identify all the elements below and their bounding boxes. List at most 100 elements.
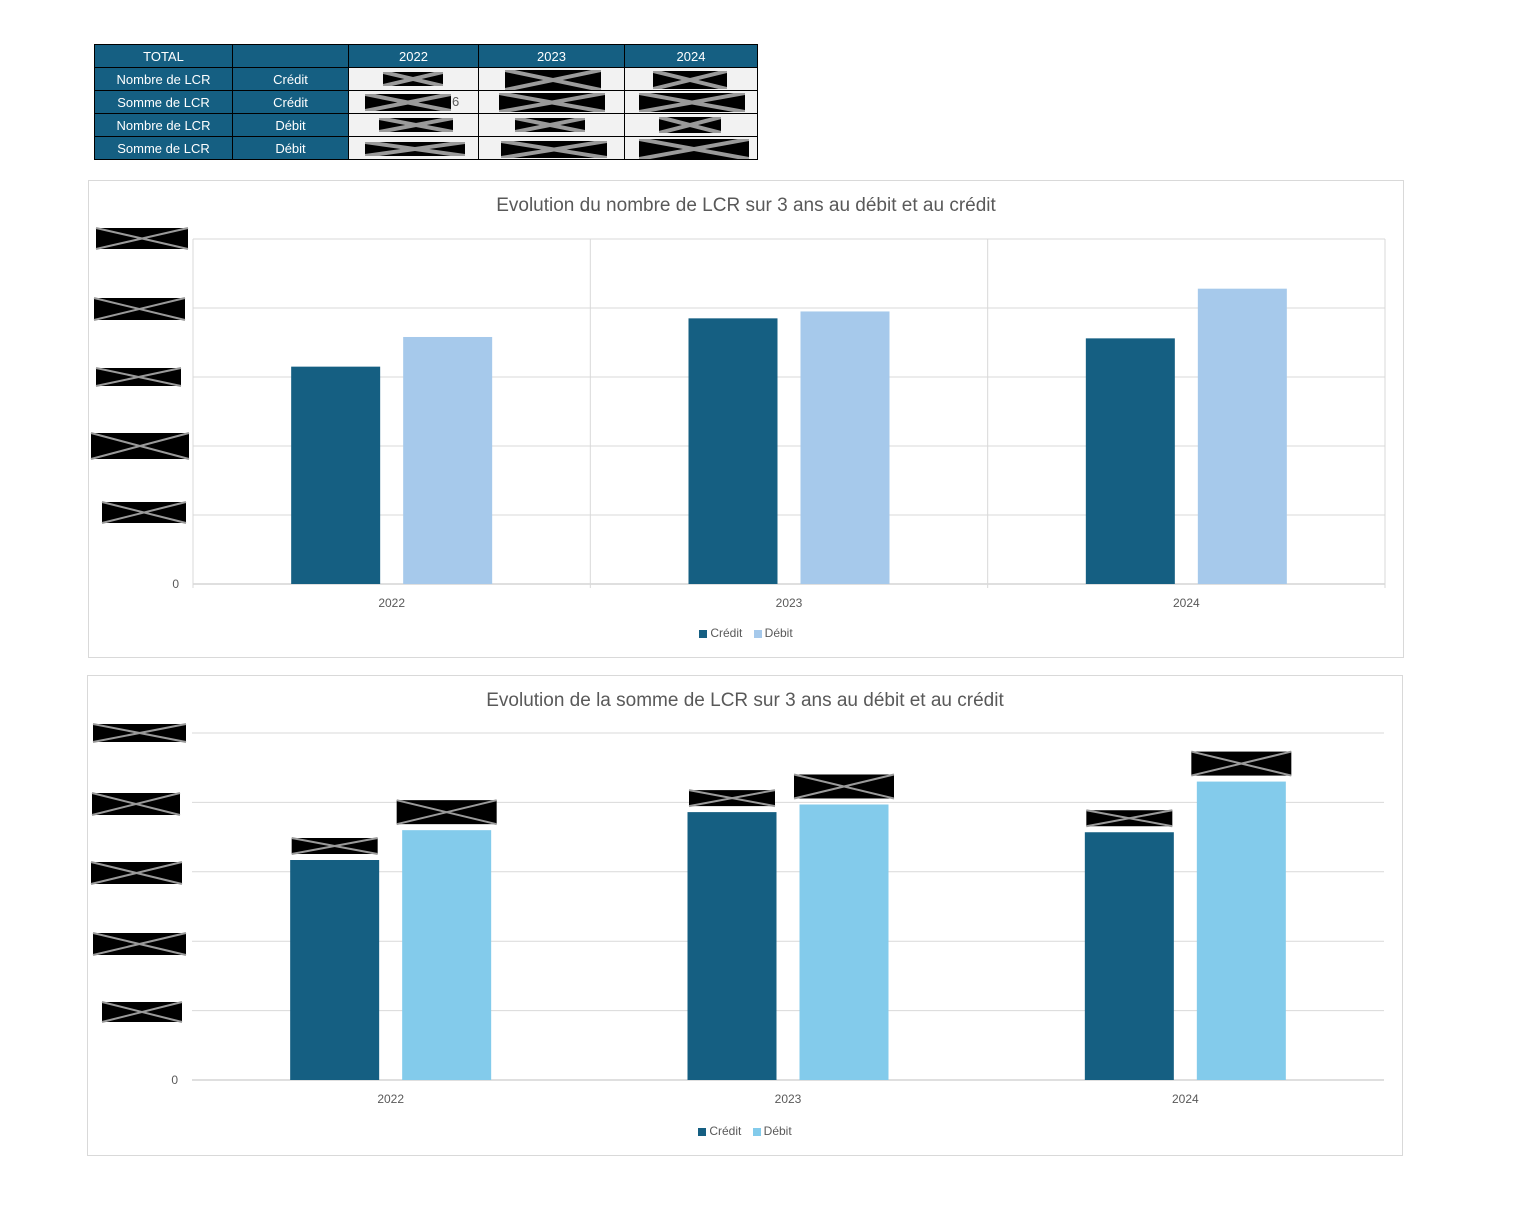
legend-swatch [753, 629, 762, 638]
x-tick-label: 2022 [378, 596, 405, 610]
redaction-cross [291, 837, 378, 855]
chart-plot: 0 2022 2023 2024 [90, 227, 1386, 610]
row-label: Nombre de LCR [94, 67, 233, 91]
redaction-cross [653, 71, 727, 89]
legend-item-credit: Crédit [698, 1124, 741, 1138]
legend-swatch [698, 1127, 707, 1136]
redaction-cross [659, 117, 721, 133]
table-cell-redacted [478, 90, 625, 114]
table-cell-redacted [478, 113, 625, 137]
data-label-redacted [396, 799, 497, 826]
chart-sum: Evolution de la somme de LCR sur 3 ans a… [87, 675, 1403, 1156]
x-tick-label: 2023 [775, 1092, 802, 1106]
redaction-cross [505, 70, 601, 90]
bar-debit-2024 [1197, 288, 1287, 584]
table-cell-redacted [624, 90, 758, 114]
row-label: Somme de LCR [94, 90, 233, 114]
y-tick-label-redacted [90, 432, 190, 460]
header-2024: 2024 [624, 44, 758, 68]
table-row: Somme de LCR Débit [94, 136, 758, 160]
y-tick-label-redacted [91, 792, 181, 816]
legend-label: Débit [764, 626, 793, 640]
y-tick-label-redacted [90, 861, 183, 885]
redaction-cross [90, 861, 183, 885]
redaction-cross [383, 72, 443, 86]
chart-title: Evolution de la somme de LCR sur 3 ans a… [486, 690, 1004, 711]
redaction-cross [101, 501, 187, 524]
redaction-cross [396, 799, 497, 826]
x-tick-label: 2022 [377, 1092, 404, 1106]
redaction-cross [92, 932, 187, 956]
y-tick-label: 0 [171, 1073, 178, 1087]
table-cell-redacted [348, 113, 479, 137]
redaction-cross [1191, 750, 1292, 777]
redaction-box [383, 72, 443, 86]
redaction-box [379, 118, 453, 132]
table-cell-redacted [478, 67, 625, 91]
row-type: Débit [232, 113, 349, 137]
bar-debit-2023 [799, 804, 889, 1080]
row-label: Nombre de LCR [94, 113, 233, 137]
y-tick-label-redacted [92, 723, 187, 743]
data-label-redacted [1191, 750, 1292, 777]
redaction-cross [379, 118, 453, 132]
y-tick-label-redacted [92, 932, 187, 956]
redaction-box [499, 93, 605, 112]
redaction-cross [93, 297, 186, 321]
data-label-redacted [688, 789, 776, 808]
redaction-box [501, 141, 607, 158]
redaction-cross [95, 227, 189, 250]
table-row: Nombre de LCR Crédit [94, 67, 758, 91]
legend-swatch [699, 629, 708, 638]
y-tick-label-redacted [95, 367, 182, 387]
row-type: Débit [232, 136, 349, 160]
data-label-redacted [1086, 809, 1173, 828]
bar-credit-2022 [291, 366, 381, 584]
header-total: TOTAL [94, 44, 233, 68]
chart-title: Evolution du nombre de LCR sur 3 ans au … [496, 195, 996, 216]
bar-credit-2024 [1084, 832, 1174, 1080]
redaction-cross [92, 723, 187, 743]
bar-credit-2023 [688, 318, 778, 584]
bar-debit-2023 [800, 311, 890, 584]
table-cell-redacted [348, 136, 479, 160]
legend-label: Crédit [709, 1124, 742, 1138]
redaction-cross [90, 432, 190, 460]
row-type: Crédit [232, 90, 349, 114]
legend-swatch [752, 1127, 761, 1136]
header-2022: 2022 [348, 44, 479, 68]
chart-count: Evolution du nombre de LCR sur 3 ans au … [88, 180, 1404, 658]
redaction-box [639, 139, 749, 159]
redaction-cross [639, 93, 745, 112]
redaction-cross [365, 142, 465, 156]
x-tick-label: 2024 [1172, 1092, 1199, 1106]
redaction-cross [91, 792, 181, 816]
table-cell-redacted [624, 67, 758, 91]
redaction-box [505, 70, 601, 90]
table-cell-redacted [478, 136, 625, 160]
bar-credit-2024 [1085, 338, 1175, 584]
redaction-cross [515, 118, 585, 132]
bar-debit-2022 [403, 336, 493, 584]
bar-credit-2023 [687, 812, 777, 1080]
legend-label: Débit [763, 1124, 792, 1138]
header-2023: 2023 [478, 44, 625, 68]
redaction-box [365, 142, 465, 156]
x-tick-label: 2024 [1173, 596, 1200, 610]
residual-digit: 6 [452, 94, 460, 109]
redaction-cross [639, 139, 749, 159]
y-tick-label-redacted [101, 501, 187, 524]
redaction-box [639, 93, 745, 112]
bar-debit-2024 [1196, 781, 1286, 1080]
table-cell-redacted [348, 67, 479, 91]
legend-item-debit: Débit [753, 626, 793, 640]
y-tick-label-redacted [95, 227, 189, 250]
redaction-cross [688, 789, 776, 808]
summary-table: TOTAL 2022 2023 2024 Nombre de LCR Crédi… [94, 44, 758, 160]
table-row: Nombre de LCR Débit [94, 113, 758, 137]
redaction-cross [1086, 809, 1173, 828]
redaction-cross [501, 141, 607, 158]
x-tick-label: 2023 [776, 596, 803, 610]
legend-item-credit: Crédit [699, 626, 742, 640]
redaction-box [365, 94, 451, 111]
